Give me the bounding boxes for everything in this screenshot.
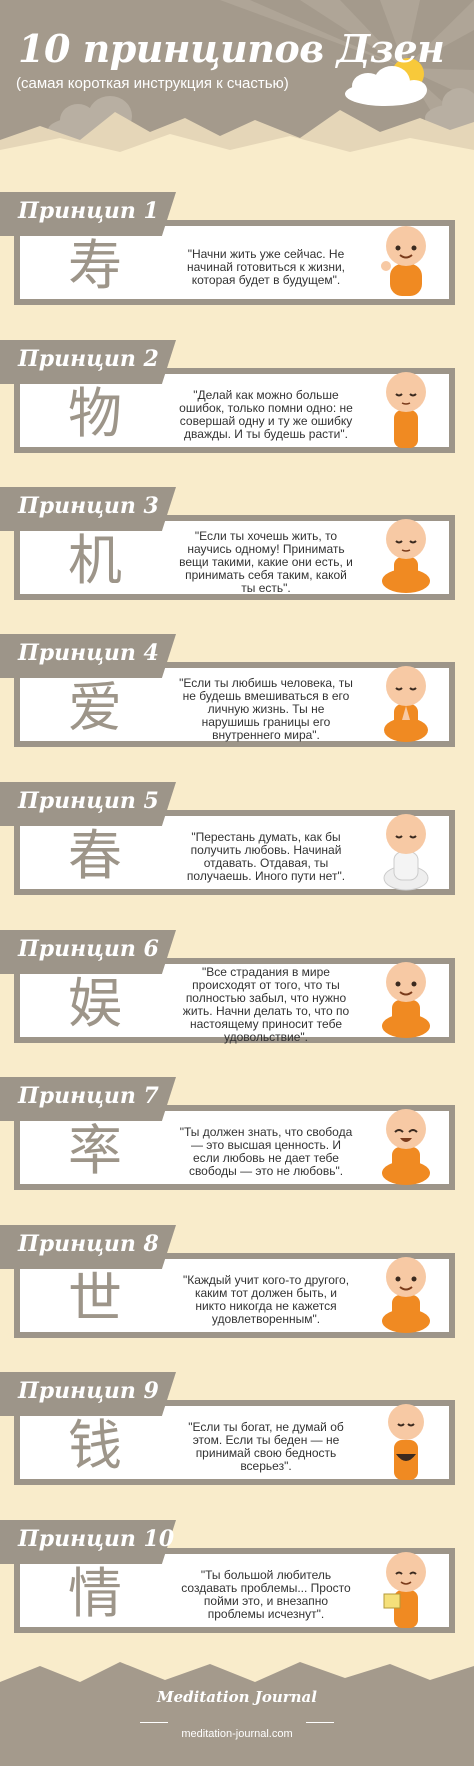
principle-card: Принцип 4 爱 "Если ты любишь человека, ты… [0,634,474,754]
principle-quote: "Ты большой любитель создавать проблемы.… [181,1568,351,1621]
principle-quote: "Ты должен знать, что свобода — это высш… [179,1125,353,1178]
header: 10 принципов Дзен (самая короткая инстру… [0,0,474,160]
principle-banner [0,1225,176,1269]
monk-standing-icon [386,372,426,448]
principle-quote: "Если ты богат, не думай об этом. Если т… [188,1420,344,1473]
principle-card: Принцип 5 春 "Перестань думать, как бы по… [0,782,474,902]
principle-banner [0,192,176,236]
principle-label: Принцип 8 [18,1231,159,1257]
principle-banner [0,1077,176,1121]
principle-card: Принцип 1 寿 "Начни жить уже сейчас. Не н… [0,192,474,312]
monk-reading-icon [383,1552,426,1628]
principle-quote: "Каждый учит кого-то другого, каким тот … [182,1273,350,1326]
footer-divider [306,1722,334,1723]
monk-waving-icon [381,226,426,296]
principle-quote: "Если ты любишь человека, ты не будешь в… [179,675,353,742]
principle-card: Принцип 9 钱 "Если ты богат, не думай об … [0,1372,474,1492]
principle-label: Принцип 9 [18,1378,159,1404]
chinese-character: 爱 [68,676,122,739]
principle-banner [0,1520,176,1564]
principle-quote: "Начни жить уже сейчас. Не начинай готов… [186,246,346,287]
principle-label: Принцип 6 [18,936,159,962]
chinese-character: 钱 [68,1414,122,1477]
principle-card: Принцип 7 率 "Ты должен знать, что свобод… [0,1077,474,1197]
chinese-character: 世 [68,1267,122,1330]
principle-label: Принцип 5 [18,788,159,814]
monk-bowl-icon [388,1404,424,1480]
principle-card: Принцип 10 情 "Ты большой любитель создав… [0,1520,474,1640]
card-frame [14,1105,455,1190]
principle-banner [0,1372,176,1416]
principle-banner [0,340,176,384]
principle-label: Принцип 2 [18,346,159,372]
monk-meditating-icon [382,519,430,593]
chinese-character: 寿 [68,234,122,297]
monk-smiling-icon [382,962,430,1038]
chinese-character: 机 [68,529,122,592]
cloud-icon [345,66,427,106]
footer-mountains [0,1662,474,1766]
principle-card: Принцип 8 世 "Каждый учит кого-то другого… [0,1225,474,1345]
chinese-character: 娱 [68,972,122,1035]
chinese-character: 物 [68,382,122,445]
principle-quote: "Если ты хочешь жить, то научись одному!… [179,528,353,595]
footer-site-link[interactable]: meditation-journal.com [181,1728,293,1740]
principle-label: Принцип 4 [18,640,159,666]
principle-banner [0,782,176,826]
principle-label: Принцип 7 [18,1083,159,1109]
monk-praying-icon [384,666,428,742]
principle-quote: "Все страдания в мире происходят от того… [182,965,350,1044]
header-scenery [0,58,474,160]
principle-card: Принцип 2 物 "Делай как можно больше ошиб… [0,340,474,460]
principle-banner [0,634,176,678]
principle-label: Принцип 3 [18,493,159,519]
principle-label: Принцип 1 [18,198,159,224]
principle-card: Принцип 3 机 "Если ты хочешь жить, то нау… [0,487,474,607]
page-subtitle: (самая короткая инструкция к счастью) [16,75,289,92]
principle-card: Принцип 6 娱 "Все страдания в мире происх… [0,930,474,1050]
principle-label: Принцип 10 [18,1526,175,1552]
chinese-character: 情 [68,1562,122,1625]
chinese-character: 春 [68,824,122,887]
monk-white-robe-icon [383,814,429,891]
principle-banner [0,930,176,974]
monk-laughing-icon [382,1109,430,1185]
footer-divider [140,1722,168,1723]
principle-banner [0,487,176,531]
footer-brand: Meditation Journal [157,1688,317,1706]
chinese-character: 率 [68,1119,122,1182]
principle-quote: "Перестань думать, как бы получить любов… [186,830,346,883]
principle-quote: "Делай как можно больше ошибок, только п… [179,388,353,441]
monk-smiling-icon [382,1257,430,1333]
mountains [0,110,474,160]
page-title: 10 принципов Дзен [18,26,445,71]
